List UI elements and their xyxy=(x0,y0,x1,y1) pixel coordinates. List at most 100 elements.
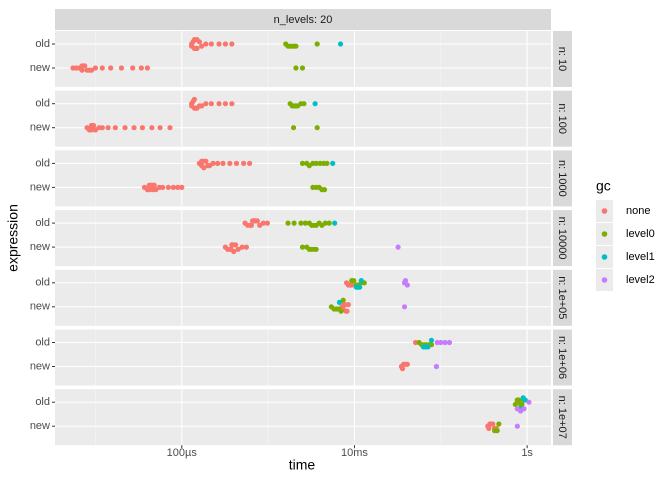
point xyxy=(293,43,299,49)
strip-top-label: n_levels: 20 xyxy=(274,14,333,26)
point xyxy=(302,220,308,226)
y-tick-label: old xyxy=(35,38,50,50)
point xyxy=(220,160,226,166)
point xyxy=(314,41,320,47)
point xyxy=(131,125,137,131)
point xyxy=(324,160,330,166)
point xyxy=(404,282,410,288)
point xyxy=(122,125,128,131)
y-tick-label: old xyxy=(35,217,50,229)
point xyxy=(118,65,125,71)
point xyxy=(208,41,214,47)
point xyxy=(285,220,291,226)
point xyxy=(401,304,408,310)
legend-label: level1 xyxy=(626,251,655,263)
point xyxy=(90,122,97,129)
point xyxy=(99,65,105,71)
point xyxy=(105,125,111,131)
strip-right-label: n: 1e+05 xyxy=(556,276,568,319)
point xyxy=(229,41,235,47)
point xyxy=(313,160,319,166)
point xyxy=(149,125,155,131)
strip-right xyxy=(553,90,572,147)
point xyxy=(332,220,338,226)
point xyxy=(425,344,431,350)
point xyxy=(160,184,166,190)
x-tick-label: 1s xyxy=(521,447,533,459)
point xyxy=(210,160,216,166)
point xyxy=(254,218,260,224)
point xyxy=(291,220,297,226)
point xyxy=(222,41,228,47)
y-tick-label: new xyxy=(30,181,50,193)
point xyxy=(290,125,297,131)
strip-right-label: n: 1000 xyxy=(556,160,568,197)
panel-background xyxy=(55,329,551,386)
point xyxy=(496,421,502,427)
point xyxy=(157,125,163,131)
point xyxy=(191,96,198,102)
point xyxy=(442,339,448,346)
point xyxy=(151,182,157,188)
point xyxy=(330,160,336,166)
strip-right xyxy=(553,210,572,267)
point xyxy=(201,165,207,171)
point xyxy=(395,244,401,250)
strip-right-label: n: 1e+07 xyxy=(556,396,568,439)
y-tick-label: new xyxy=(30,360,50,372)
point xyxy=(233,160,240,166)
strip-right xyxy=(553,269,572,326)
strip-right xyxy=(553,329,572,386)
point xyxy=(514,423,520,429)
strip-right xyxy=(553,389,572,446)
legend-marker xyxy=(601,254,608,260)
point xyxy=(336,299,343,305)
y-tick-label: old xyxy=(35,98,50,110)
point xyxy=(337,41,344,47)
point xyxy=(112,125,118,131)
strip-right-label: n: 1e+06 xyxy=(556,336,568,379)
panel-background xyxy=(55,389,551,446)
point xyxy=(344,308,350,314)
point xyxy=(239,244,245,250)
point xyxy=(215,160,221,166)
point xyxy=(357,284,363,290)
point xyxy=(321,187,328,193)
point xyxy=(326,220,332,226)
point xyxy=(298,220,304,226)
point xyxy=(248,222,254,228)
point xyxy=(231,248,237,255)
point xyxy=(199,103,205,109)
point xyxy=(301,101,307,107)
point xyxy=(243,244,249,250)
y-tick-label: new xyxy=(30,122,50,134)
x-tick-label: 10ms xyxy=(341,447,368,459)
strip-right xyxy=(553,150,572,207)
y-tick-label: old xyxy=(35,336,50,348)
legend-label: level2 xyxy=(626,274,655,286)
point xyxy=(79,67,85,73)
point xyxy=(144,65,151,71)
point xyxy=(428,337,435,343)
point xyxy=(402,278,409,284)
point xyxy=(138,65,144,71)
point xyxy=(165,184,172,190)
point xyxy=(522,397,528,403)
point xyxy=(338,308,344,314)
point xyxy=(241,160,247,166)
point xyxy=(196,39,203,45)
point xyxy=(170,184,177,190)
x-axis-title: time xyxy=(289,457,316,473)
point xyxy=(526,399,532,405)
point xyxy=(227,160,233,166)
point xyxy=(88,127,95,133)
point xyxy=(521,406,527,412)
point xyxy=(349,282,355,288)
point xyxy=(203,101,209,107)
point xyxy=(299,244,306,250)
point xyxy=(92,65,99,71)
point xyxy=(399,366,406,372)
strip-right xyxy=(553,31,572,87)
point xyxy=(199,43,205,49)
